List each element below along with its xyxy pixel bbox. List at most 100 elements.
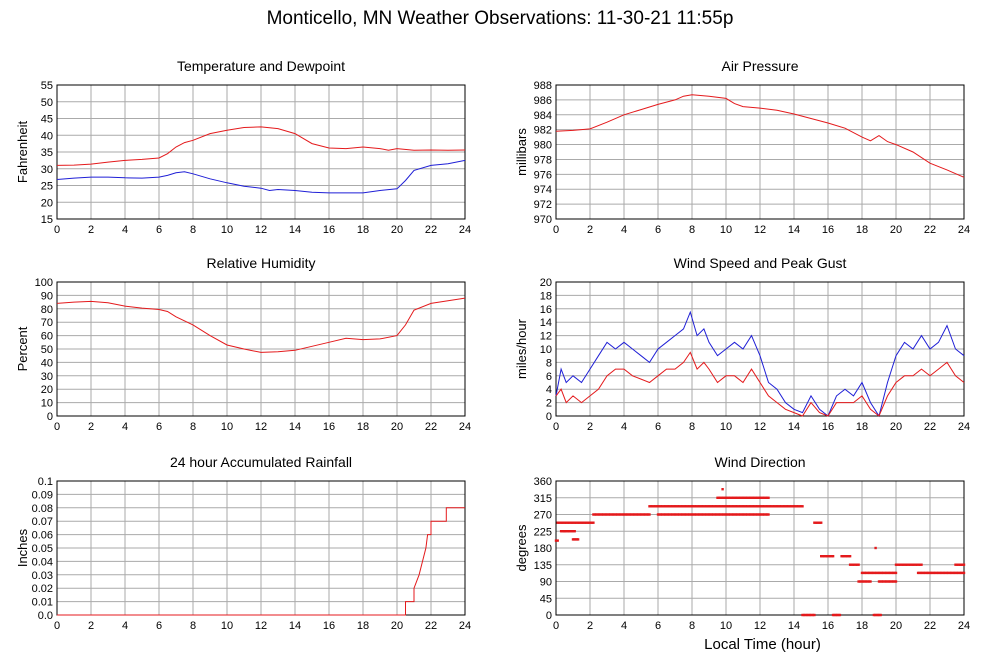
dir-point (748, 513, 752, 516)
dir-point (719, 513, 722, 516)
dir-point (567, 521, 571, 524)
dir-xtick-label: 8 (689, 620, 695, 632)
dir-point (848, 555, 852, 558)
dir-point (733, 505, 736, 508)
dir-point (802, 613, 806, 617)
dir-point (801, 613, 804, 617)
dir-point (739, 496, 742, 499)
dir-point (693, 505, 696, 508)
dir-point (639, 513, 643, 516)
temp-ytick-label: 40 (41, 130, 53, 142)
dir-point (726, 513, 729, 516)
dir-point (637, 513, 640, 516)
dir-point (682, 513, 685, 516)
dir-point (675, 513, 678, 516)
dir-point (817, 521, 820, 524)
dir-point (729, 496, 732, 499)
dir-point (925, 571, 928, 575)
rain-xtick-label: 20 (391, 620, 403, 632)
dir-point (719, 496, 722, 499)
dir-point (928, 571, 931, 575)
wind-xtick-label: 6 (655, 421, 661, 433)
wind-title: Wind Speed and Peak Gust (674, 255, 847, 271)
dir-point (716, 496, 719, 499)
wind-xtick-label: 14 (788, 421, 800, 433)
wind-xtick-label: 16 (822, 421, 834, 433)
dir-point (874, 546, 877, 550)
dir-point (740, 496, 743, 499)
dir-point (847, 555, 850, 558)
dir-point (813, 613, 816, 617)
dir-point (900, 563, 903, 566)
dir-point (686, 505, 689, 508)
dir-point (565, 521, 568, 524)
dir-point (565, 530, 568, 533)
press-xtick-label: 20 (890, 224, 902, 236)
dir-point (690, 505, 694, 508)
dir-point (882, 571, 885, 575)
temp-xtick-label: 0 (54, 224, 60, 236)
dir-point (649, 505, 653, 508)
dir-point (909, 563, 912, 566)
wind-frame (555, 281, 965, 417)
dir-point (743, 513, 746, 516)
dir-point (618, 513, 622, 516)
dir-point (606, 513, 609, 516)
dir-ytick-label: 90 (540, 577, 552, 589)
dir-point (600, 513, 603, 516)
dir-point (722, 496, 725, 499)
dir-point (672, 513, 675, 516)
dir-point (831, 555, 835, 558)
dir-point (866, 571, 869, 575)
dir-point (671, 513, 674, 516)
temp-ytick-label: 20 (41, 197, 53, 209)
rain-xtick-label: 18 (357, 620, 369, 632)
dir-point (641, 513, 644, 516)
press-ytick-label: 974 (534, 184, 552, 196)
dir-point (737, 496, 740, 499)
dir-point (699, 513, 702, 516)
dir-point (942, 571, 946, 575)
main-title: Monticello, MN Weather Observations: 11-… (266, 8, 734, 29)
dir-point (869, 571, 872, 575)
dir-point (865, 571, 868, 575)
dir-point (582, 521, 585, 524)
dir-point (782, 505, 786, 508)
dir-point (709, 513, 712, 516)
rain-ytick-label: 0.03 (32, 570, 53, 582)
dir-point (652, 505, 655, 508)
dir-point (680, 505, 684, 508)
dir-xtick-label: 14 (788, 620, 800, 632)
dir-point (724, 513, 728, 516)
dir-point (929, 571, 933, 575)
dir-point (894, 563, 898, 566)
dir-point (572, 521, 575, 524)
dir-point (659, 513, 662, 516)
dir-point (696, 513, 699, 516)
dir-point (599, 513, 602, 516)
dir-point (811, 613, 815, 617)
dir-point (959, 563, 962, 566)
dir-xtick-label: 10 (720, 620, 732, 632)
press-ytick-label: 978 (534, 154, 552, 166)
dir-point (747, 505, 750, 508)
dir-point (737, 513, 740, 516)
temp-series-red-line (56, 126, 466, 166)
dir-point (820, 555, 823, 558)
rain-xtick-label: 6 (156, 620, 162, 632)
dir-point (743, 496, 746, 499)
dir-point (720, 513, 723, 516)
dir-point (926, 571, 930, 575)
dir-point (705, 505, 708, 508)
dir-point (851, 563, 855, 566)
dir-point (897, 563, 900, 566)
dir-point (731, 496, 735, 499)
dir-point (628, 513, 632, 516)
dir-point (688, 513, 691, 516)
wind-xtick-label: 10 (720, 421, 732, 433)
rh-ytick-label: 80 (41, 304, 53, 316)
dir-point (709, 505, 712, 508)
dir-point (635, 513, 639, 516)
dir-point (764, 513, 767, 516)
dir-point (645, 513, 648, 516)
